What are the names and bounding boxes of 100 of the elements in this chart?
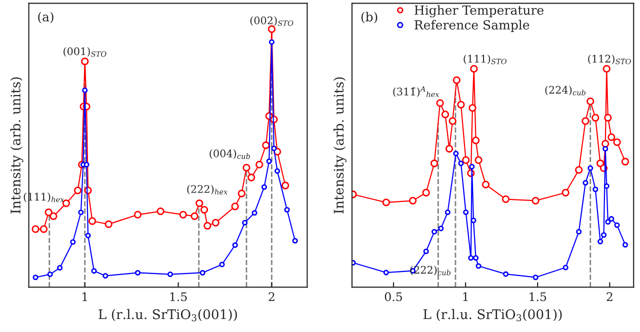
point (586, 98, 594, 106)
point (44, 208, 52, 216)
point (582, 117, 590, 125)
legend-label: Reference Sample (414, 20, 530, 32)
point (91, 268, 97, 274)
point (453, 150, 459, 156)
point (200, 270, 206, 276)
point (231, 202, 239, 210)
annotation: (311̄)$^{A}$$_{hex}$ (393, 86, 440, 98)
point (256, 160, 264, 168)
point (532, 196, 540, 205)
point (81, 58, 89, 66)
point (156, 207, 164, 216)
point (445, 144, 454, 153)
y-axis-title: Intensity (arb. units) (10, 77, 24, 214)
point (468, 255, 474, 261)
point (592, 114, 600, 122)
point (608, 216, 614, 222)
point (588, 165, 594, 171)
point (472, 136, 480, 144)
point (473, 255, 479, 261)
point (78, 210, 84, 216)
annotation: (004)$_{cub}$ (210, 149, 250, 159)
point (605, 219, 611, 225)
x-tick-label: 2 (606, 292, 612, 302)
point (74, 186, 82, 194)
point (190, 212, 198, 220)
point (602, 146, 608, 152)
point (408, 196, 417, 205)
point (621, 158, 630, 166)
point (248, 174, 256, 182)
point (470, 65, 478, 73)
point (274, 168, 280, 174)
point (82, 88, 88, 94)
point (32, 225, 40, 233)
point (50, 212, 58, 220)
point (468, 104, 476, 112)
point (383, 270, 389, 276)
point (432, 228, 438, 234)
x-tick-label: 1 (463, 292, 468, 302)
point (575, 166, 583, 174)
point (423, 248, 429, 254)
point (268, 39, 274, 45)
point (271, 146, 277, 152)
point (102, 273, 108, 279)
annotation: (001)$_{STO}$ (64, 47, 106, 57)
point (292, 238, 298, 244)
point (441, 110, 450, 118)
point (422, 188, 430, 196)
point (444, 210, 450, 216)
point (604, 183, 610, 189)
x-axis-title: L (r.l.u. SrTiO$_{3}$(001)) (98, 309, 237, 322)
point (57, 265, 63, 271)
point (502, 195, 510, 204)
point (40, 225, 48, 233)
point (562, 188, 570, 196)
x-tick-label: 2 (268, 292, 274, 302)
point (470, 218, 476, 224)
point (382, 198, 390, 206)
point (32, 274, 38, 280)
point (452, 76, 460, 84)
point (242, 164, 250, 172)
annotation: (222)$_{hex}$ (187, 184, 228, 195)
point (196, 199, 204, 208)
x-axis-title: L (r.l.u. SrTiO$_{3}$(001)) (423, 309, 562, 322)
annotation: (002)$_{STO}$ (250, 16, 294, 26)
point (532, 274, 538, 280)
point (284, 206, 290, 213)
point (179, 210, 187, 218)
x-tick-label: 1.5 (530, 292, 546, 302)
x-tick-label: 0.5 (384, 292, 402, 302)
annotation: (111)$_{STO}$ (464, 54, 507, 64)
point (482, 180, 490, 188)
point (463, 210, 469, 216)
point (252, 210, 258, 216)
text: (b) (361, 12, 378, 24)
legend-label: Higher Temperature (414, 5, 544, 18)
point (200, 206, 208, 214)
x-tick-label: 1.5 (170, 292, 187, 302)
point (70, 239, 76, 245)
point (167, 272, 174, 278)
point (458, 160, 464, 166)
point (47, 272, 53, 278)
point (242, 220, 248, 226)
point (212, 218, 220, 226)
x-tick-label: 1 (82, 292, 87, 302)
point (134, 210, 142, 218)
point (457, 100, 465, 108)
point (469, 164, 475, 170)
point (600, 232, 607, 238)
point (614, 222, 620, 228)
point (436, 99, 444, 107)
point (448, 117, 456, 125)
point (598, 238, 604, 244)
point (104, 220, 112, 228)
annotation: (224)$_{cub}$ (545, 86, 586, 96)
point (613, 138, 621, 146)
point (238, 190, 246, 198)
point (84, 162, 90, 168)
point (474, 156, 482, 164)
